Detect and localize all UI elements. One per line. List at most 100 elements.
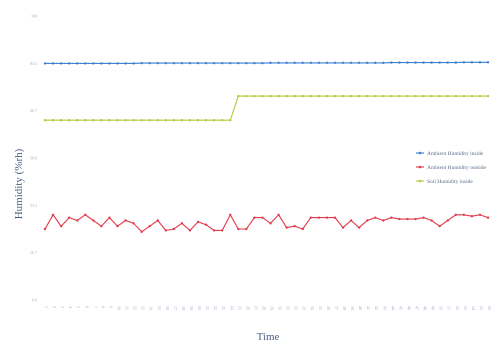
data-point — [470, 215, 474, 218]
x-tick-label: 31 — [286, 306, 291, 310]
data-point — [108, 119, 111, 122]
data-point — [301, 61, 304, 65]
data-point — [172, 119, 176, 122]
x-tick-label: 42 — [374, 306, 379, 310]
data-point — [59, 119, 63, 122]
x-tick-label: 55 — [479, 306, 484, 310]
data-point — [374, 94, 377, 98]
data-point — [293, 224, 296, 228]
x-tick-label: 16 — [165, 306, 170, 310]
data-point — [132, 119, 135, 122]
data-point — [333, 216, 337, 219]
data-point — [212, 61, 216, 65]
data-point — [212, 119, 216, 122]
data-point — [422, 61, 425, 64]
x-tick-label: 25 — [237, 306, 242, 310]
data-point — [293, 61, 296, 65]
data-point — [188, 119, 192, 122]
data-point — [398, 217, 401, 221]
x-tick-label: 36 — [326, 306, 331, 310]
y-tick-label: 100 — [31, 14, 37, 19]
x-tick-label: 4 — [68, 306, 73, 308]
data-point — [156, 219, 159, 222]
legend-item: Ambient Humidity inside — [416, 151, 484, 157]
data-point — [43, 227, 47, 231]
x-tick-label: 54 — [471, 306, 476, 310]
y-axis-title: Humidity (%rh) — [13, 148, 25, 219]
data-point — [406, 217, 409, 221]
data-point — [67, 119, 71, 122]
x-tick-label: 17 — [173, 306, 178, 310]
x-tick-label: 33 — [302, 306, 307, 310]
data-point — [51, 62, 55, 65]
x-axis-title: Time — [257, 331, 280, 343]
x-tick-label: 34 — [310, 306, 315, 310]
data-point — [357, 94, 361, 98]
x-tick-label: 35 — [318, 306, 323, 310]
data-point — [180, 61, 184, 65]
data-point — [92, 219, 95, 222]
x-tick-label: 7 — [92, 306, 97, 308]
data-point — [180, 222, 184, 225]
data-point — [148, 224, 151, 228]
legend-label: Soil Humidity inside — [427, 179, 473, 185]
data-point — [406, 94, 409, 98]
data-point — [438, 61, 441, 64]
data-point — [237, 61, 240, 65]
data-point — [156, 61, 159, 65]
data-point — [172, 227, 176, 231]
data-point — [164, 229, 168, 232]
data-point — [422, 216, 425, 219]
data-point — [430, 94, 433, 98]
data-point — [301, 227, 304, 231]
data-point — [51, 119, 55, 122]
data-point — [382, 219, 385, 222]
x-tick-label: 26 — [245, 306, 250, 310]
data-point — [374, 61, 377, 65]
data-point — [148, 61, 151, 65]
data-point — [124, 119, 127, 122]
data-point — [212, 229, 216, 232]
x-tick-label: 28 — [261, 306, 266, 310]
data-point — [132, 62, 135, 65]
x-tick-label: 52 — [455, 306, 460, 310]
x-tick-label: 8 — [100, 306, 105, 308]
data-point — [76, 62, 79, 65]
data-point — [140, 119, 143, 122]
data-point — [365, 61, 369, 65]
data-point — [293, 94, 296, 98]
y-axis-ticks: 0.0 16.7 33.3 50.0 66.7 83.3 100 — [30, 14, 37, 303]
legend-item: Ambient Humidity outside — [416, 165, 487, 171]
data-point — [365, 94, 369, 98]
x-tick-label: 19 — [189, 306, 194, 310]
data-point — [277, 61, 280, 65]
x-tick-label: 21 — [205, 306, 210, 310]
series-line — [45, 61, 488, 64]
data-point — [204, 119, 208, 122]
data-point — [92, 62, 95, 65]
data-point — [116, 119, 119, 122]
legend: Ambient Humidity inside Ambient Humidity … — [416, 151, 487, 185]
data-point — [438, 224, 441, 228]
data-point — [486, 61, 490, 64]
data-point — [124, 219, 127, 222]
data-point — [204, 223, 208, 226]
data-point — [390, 216, 393, 219]
x-tick-label: 40 — [358, 306, 363, 310]
data-point — [196, 61, 200, 65]
data-point — [76, 119, 79, 122]
data-point — [180, 119, 184, 122]
data-point — [76, 219, 79, 222]
data-point — [172, 61, 176, 65]
x-tick-label: 38 — [342, 306, 347, 310]
data-point — [357, 61, 361, 65]
data-point — [43, 119, 47, 122]
x-tick-label: 39 — [350, 306, 355, 310]
x-tick-label: 44 — [390, 306, 395, 310]
data-point — [245, 61, 248, 65]
data-point — [486, 94, 490, 98]
data-point — [374, 216, 377, 219]
data-point — [100, 119, 103, 122]
x-tick-label: 10 — [116, 306, 121, 310]
data-point — [349, 94, 353, 98]
